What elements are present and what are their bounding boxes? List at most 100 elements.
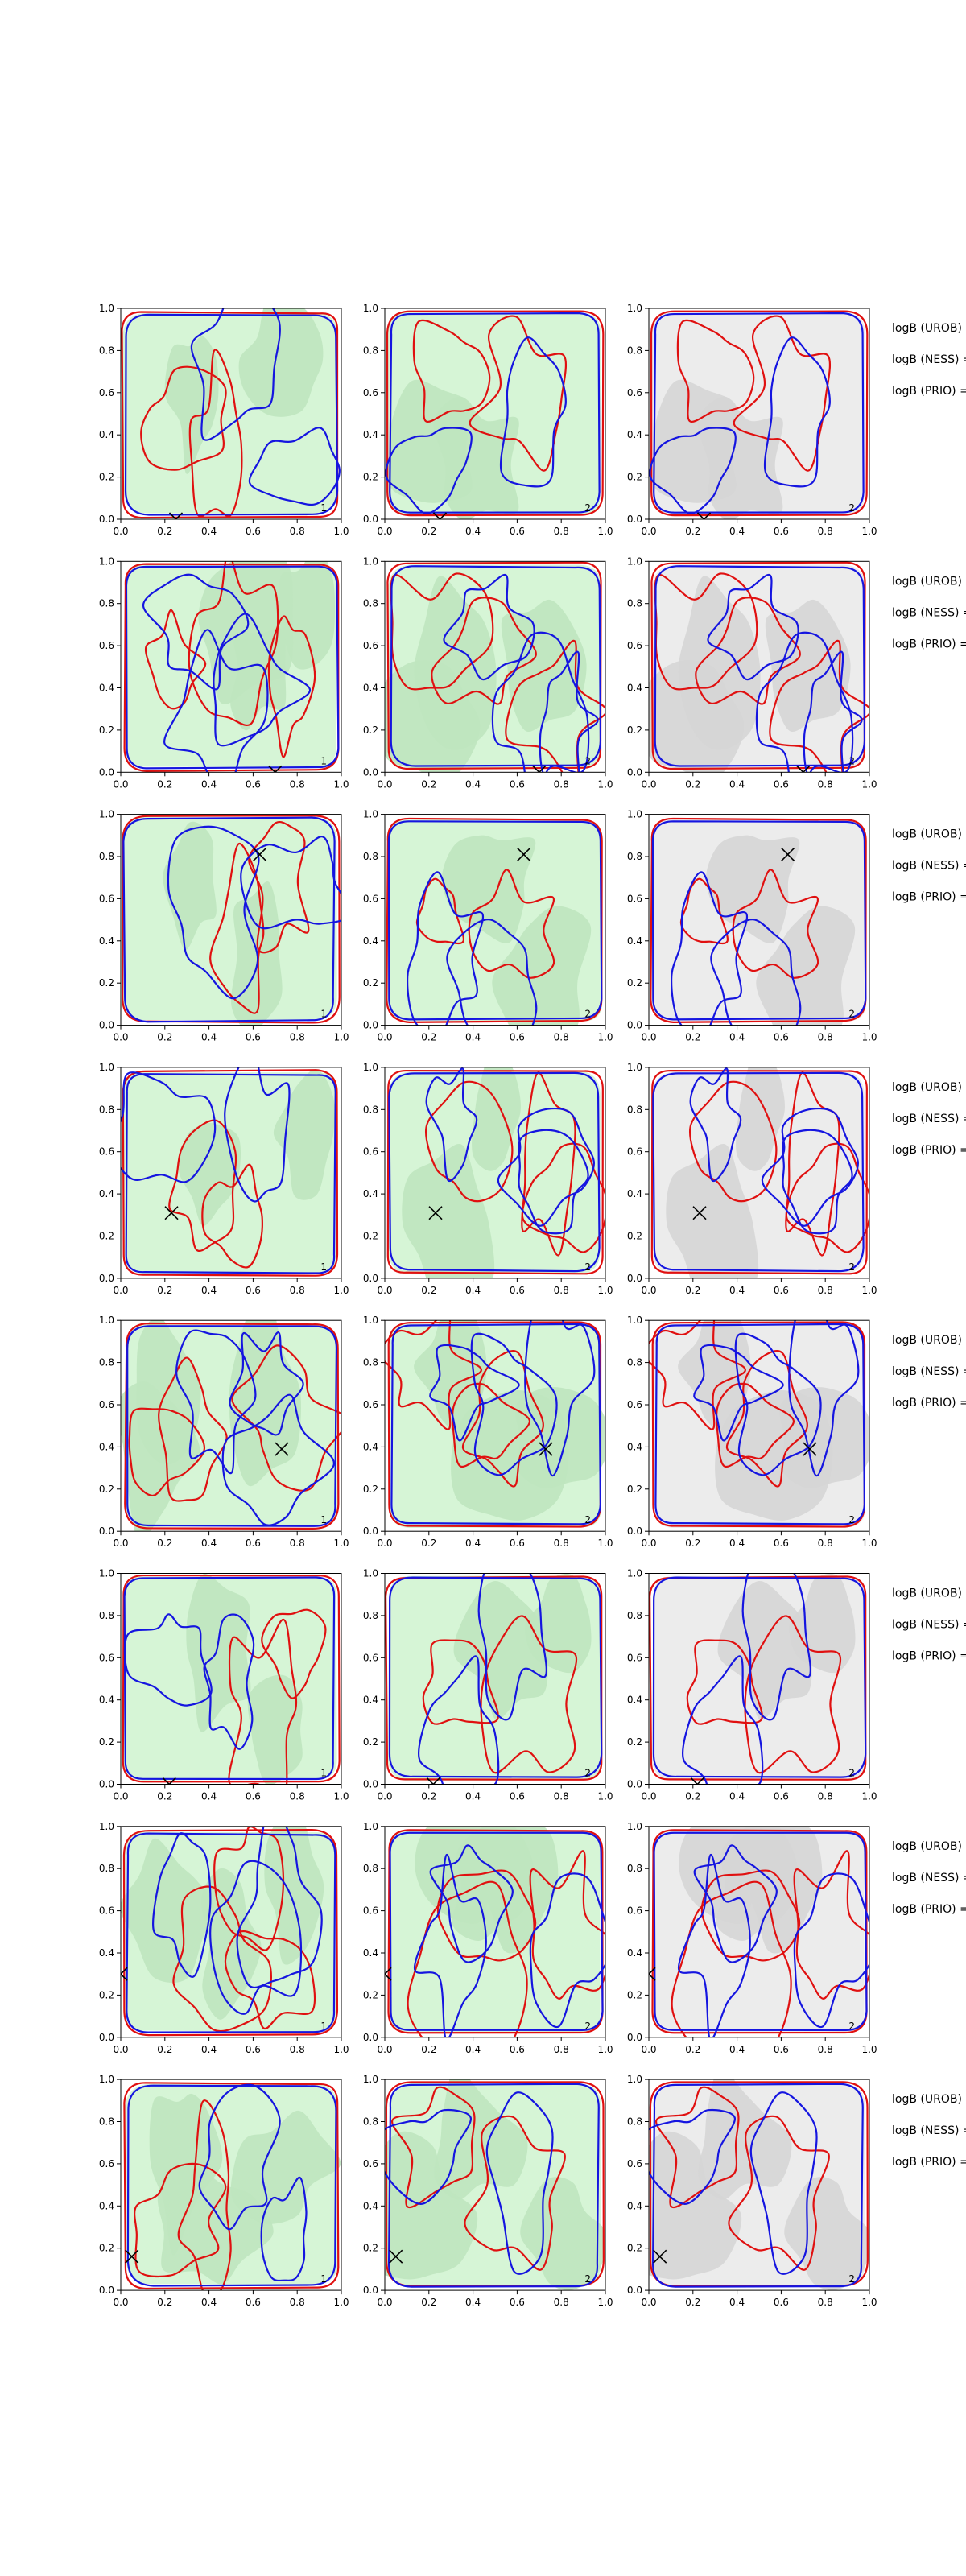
panel-frame [120, 1573, 342, 1785]
panel-frame [648, 2079, 870, 2291]
row-annotations: logB (UROB) = logB (NESS) = logB (PRIO) = [892, 575, 966, 650]
blue-contour [529, 1872, 605, 2029]
panel-label: 2 [584, 1009, 591, 1020]
panel-frame [120, 1319, 342, 1532]
blue-contour-outer [654, 1323, 865, 1525]
panel-label: 2 [848, 2021, 855, 2032]
red-contour [686, 1639, 763, 1725]
panel-r5-c2: 2 0.0 0.2 0.4 0.6 0.8 1.0 0.0 0.2 0.4 0.6 0.8 1.0 [363, 1315, 613, 1549]
y-tick-label: 0.8 [363, 1357, 378, 1368]
plot-area [649, 2079, 869, 2291]
blue-contour [236, 1826, 323, 1989]
x-tick-label: 0.0 [377, 1285, 392, 1296]
panel-label: 2 [848, 502, 855, 514]
red-contour-outer [386, 1069, 604, 1275]
y-tick-label: 1.0 [99, 1062, 114, 1073]
y-tick-label: 0.0 [627, 1273, 642, 1284]
blue-contour [707, 573, 799, 681]
y-tick-label: 0.6 [627, 387, 642, 398]
y-tick-label: 0.6 [99, 1399, 114, 1410]
y-tick-label: 0.4 [99, 429, 114, 440]
y-tick-label: 0.6 [363, 1399, 378, 1410]
x-tick-label: 0.2 [157, 778, 172, 790]
blue-contour [499, 336, 567, 488]
y-tick-label: 0.2 [627, 1484, 642, 1495]
y-tick-label: 0.6 [627, 1652, 642, 1663]
y-tick-label: 0.0 [99, 1525, 114, 1537]
panel-frame [384, 1573, 606, 1785]
y-tick-label: 1.0 [363, 1062, 378, 1073]
red-contour [168, 1119, 237, 1252]
panel-label: 2 [584, 1261, 591, 1273]
y-tick-label: 0.0 [363, 1273, 378, 1284]
panel-r7-c3: 2 0.0 0.2 0.4 0.6 0.8 1.0 0.0 0.2 0.4 0.6 0.8 1.0 [627, 1821, 877, 2055]
y-tick-label: 0.8 [627, 1104, 642, 1115]
y-tick-label: 0.6 [99, 893, 114, 904]
red-contour [188, 561, 279, 727]
y-tick-label: 0.8 [363, 2116, 378, 2128]
y-tick-label: 1.0 [363, 303, 378, 314]
blue-contour-outer [653, 1831, 868, 2031]
red-contour [732, 869, 819, 979]
x-marker [532, 765, 547, 773]
panel-frame [384, 560, 606, 773]
panel-frame [120, 1067, 342, 1279]
red-contour [649, 1320, 747, 1430]
red-contour [744, 1615, 842, 1774]
shaded-region [501, 599, 587, 733]
logb-annotation: logB (UROB) = [892, 1334, 966, 1347]
plot-area [385, 561, 605, 773]
plot-area [385, 1320, 605, 1532]
y-tick-label: 0.6 [627, 893, 642, 904]
y-tick-label: 0.2 [363, 724, 378, 736]
blue-contour [710, 919, 802, 1026]
blue-contour [190, 308, 281, 441]
shaded-region [666, 1144, 759, 1278]
x-tick-label: 0.0 [641, 778, 656, 790]
y-tick-label: 0.6 [363, 640, 378, 651]
red-contour [793, 1850, 869, 2000]
red-contour-outer [122, 1574, 341, 1783]
blue-contour [248, 427, 341, 506]
x-tick-label: 1.0 [861, 2297, 877, 2308]
panel-label: 2 [584, 1514, 591, 1525]
panel-r1-c3: 2 0.0 0.2 0.4 0.6 0.8 1.0 0.0 0.2 0.4 0.6 0.8 1.0 [627, 303, 877, 537]
y-tick-label: 0.2 [363, 1989, 378, 2000]
panel-r6-c1: 1 0.0 0.2 0.4 0.6 0.8 1.0 0.0 0.2 0.4 0.6 0.8 1.0 [99, 1568, 349, 1802]
x-tick-label: 0.6 [246, 1538, 261, 1549]
x-tick-label: 0.4 [465, 778, 481, 790]
x-tick-label: 0.2 [421, 1285, 436, 1296]
x-tick-label: 0.0 [377, 778, 392, 790]
x-tick-label: 0.6 [246, 1032, 261, 1043]
blue-contour [121, 1071, 217, 1183]
x-tick-label: 0.0 [113, 2297, 128, 2308]
x-tick-label: 1.0 [333, 2044, 349, 2055]
y-tick-label: 0.0 [99, 1779, 114, 1790]
y-tick-label: 0.2 [627, 472, 642, 483]
x-tick-label: 0.4 [201, 2297, 217, 2308]
y-tick-label: 0.2 [99, 1989, 114, 2000]
y-tick-label: 1.0 [627, 1062, 642, 1073]
blue-contour [693, 1344, 784, 1442]
logb-annotation: logB (PRIO) = [892, 891, 966, 904]
plot-area [385, 814, 605, 1026]
x-tick-label: 0.8 [554, 1285, 569, 1296]
blue-contour [485, 2091, 554, 2275]
y-tick-label: 0.0 [363, 1020, 378, 1031]
y-tick-label: 0.4 [99, 1947, 114, 1959]
red-contour-outer [121, 311, 339, 519]
y-tick-label: 0.8 [99, 2116, 114, 2128]
x-tick-label: 0.8 [290, 1285, 305, 1296]
x-tick-label: 0.2 [421, 1032, 436, 1043]
x-tick-label: 0.0 [377, 1032, 392, 1043]
y-tick-label: 1.0 [99, 303, 114, 314]
plot-area [649, 1573, 869, 1785]
red-contour-outer [386, 310, 605, 517]
red-contour [785, 1071, 840, 1257]
logb-annotation: logB (PRIO) = [892, 638, 966, 650]
y-tick-label: 0.6 [363, 387, 378, 398]
x-tick-label: 0.6 [510, 526, 525, 537]
shaded-region [472, 1067, 521, 1171]
x-marker [268, 765, 283, 773]
x-tick-label: 0.6 [246, 1285, 261, 1296]
